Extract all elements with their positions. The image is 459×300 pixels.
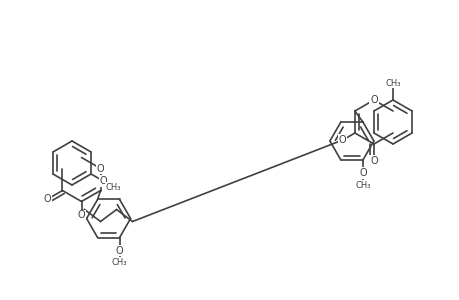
Text: O: O <box>116 246 123 256</box>
Text: O: O <box>44 194 51 204</box>
Text: O: O <box>96 164 104 173</box>
Text: CH₃: CH₃ <box>112 258 127 267</box>
Text: CH₃: CH₃ <box>385 79 400 88</box>
Text: O: O <box>338 135 346 145</box>
Text: CH₃: CH₃ <box>106 182 121 191</box>
Text: O: O <box>99 176 107 186</box>
Text: O: O <box>369 95 377 105</box>
Text: CH₃: CH₃ <box>354 181 370 190</box>
Text: O: O <box>78 211 85 220</box>
Text: O: O <box>369 156 377 166</box>
Text: O: O <box>358 168 366 178</box>
